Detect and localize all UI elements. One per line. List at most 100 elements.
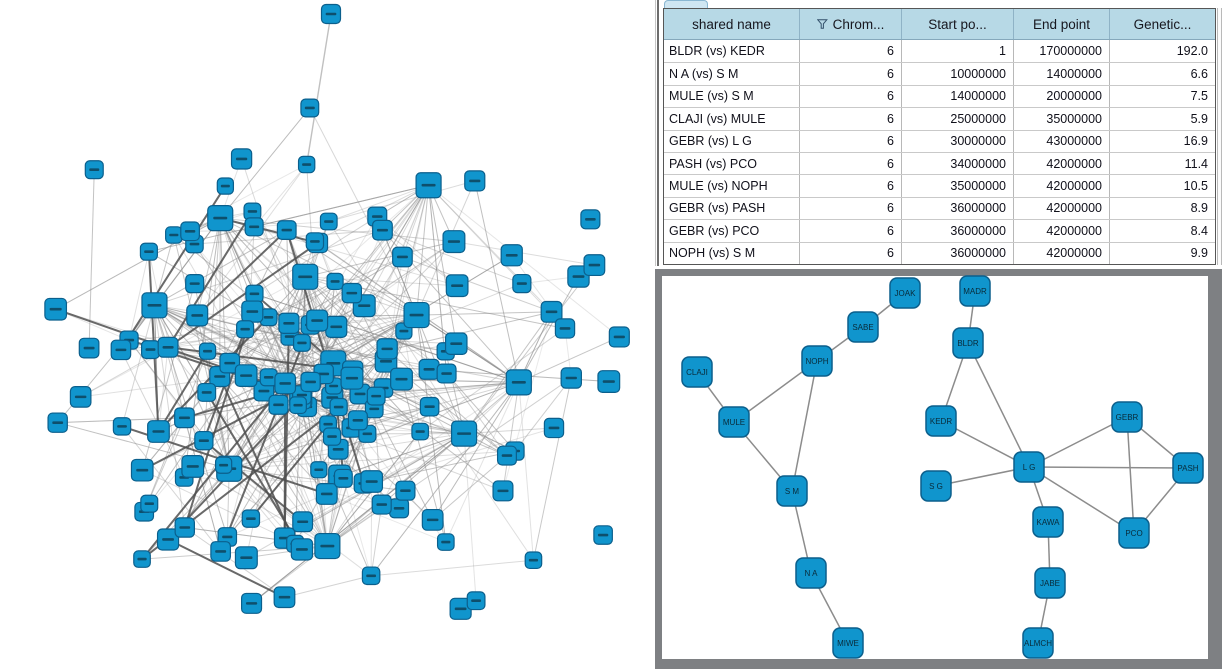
graph-node[interactable]: BLDR bbox=[952, 327, 984, 359]
graph-node[interactable] bbox=[390, 367, 413, 391]
graph-node[interactable] bbox=[300, 371, 321, 393]
graph-edge[interactable] bbox=[304, 276, 447, 374]
graph-node[interactable] bbox=[181, 455, 205, 478]
table-row[interactable]: GEBR (vs) PCO 6 36000000 42000000 8.4 bbox=[664, 219, 1215, 242]
table-row[interactable]: NOPH (vs) S M 6 36000000 42000000 9.9 bbox=[664, 241, 1215, 264]
graph-edge[interactable] bbox=[326, 493, 447, 543]
graph-edge[interactable] bbox=[302, 433, 465, 523]
graph-edge[interactable] bbox=[402, 256, 552, 313]
table-cell[interactable]: NOPH (vs) S M bbox=[664, 242, 800, 264]
graph-edge[interactable] bbox=[157, 350, 209, 433]
table-cell[interactable]: 42000000 bbox=[1014, 175, 1110, 197]
graph-edge[interactable] bbox=[382, 229, 523, 285]
graph-edge[interactable] bbox=[148, 251, 185, 418]
graph-node[interactable]: MULE bbox=[718, 406, 750, 438]
table-cell[interactable]: MULE (vs) NOPH bbox=[664, 175, 800, 197]
graph-edge[interactable] bbox=[128, 251, 150, 341]
table-cell[interactable]: 43000000 bbox=[1014, 130, 1110, 152]
graph-node[interactable]: GEBR bbox=[1111, 401, 1143, 433]
graph-edge[interactable] bbox=[326, 378, 353, 547]
graph-edge[interactable] bbox=[141, 468, 230, 560]
table-header-cell[interactable]: Chrom... bbox=[800, 9, 902, 39]
graph-edge[interactable] bbox=[791, 360, 818, 492]
table-cell[interactable]: 192.0 bbox=[1176, 44, 1208, 59]
graph-node[interactable] bbox=[219, 352, 241, 374]
graph-node[interactable] bbox=[165, 226, 183, 244]
graph-node[interactable]: ALMCH bbox=[1022, 627, 1054, 659]
graph-edge[interactable] bbox=[229, 450, 515, 470]
graph-node[interactable] bbox=[392, 246, 413, 268]
graph-node[interactable] bbox=[234, 364, 258, 388]
graph-edge[interactable] bbox=[416, 314, 447, 543]
graph-node[interactable] bbox=[436, 363, 457, 384]
graph-edge[interactable] bbox=[251, 211, 335, 387]
graph-node[interactable] bbox=[360, 470, 384, 493]
table-header-cell[interactable]: Start po... bbox=[902, 9, 1014, 39]
graph-node[interactable] bbox=[319, 212, 338, 231]
table-cell[interactable]: 10000000 bbox=[902, 63, 1014, 85]
graph-edge[interactable] bbox=[518, 336, 620, 383]
graph-edge[interactable] bbox=[445, 382, 520, 543]
table-header-cell[interactable]: Genetic... bbox=[1110, 9, 1215, 39]
graph-node[interactable] bbox=[84, 160, 104, 180]
graph-edge[interactable] bbox=[184, 527, 285, 598]
table-cell[interactable]: 8.9 bbox=[1190, 201, 1208, 216]
graph-edge[interactable] bbox=[121, 426, 222, 552]
graph-edge[interactable] bbox=[310, 184, 430, 383]
table-row[interactable]: N A (vs) S M 6 10000000 14000000 6.6 bbox=[664, 62, 1215, 85]
table-cell[interactable]: 170000000 bbox=[1014, 40, 1110, 63]
table-cell[interactable]: MULE (vs) S M bbox=[664, 85, 800, 108]
graph-edge[interactable] bbox=[241, 158, 303, 344]
graph-edge[interactable] bbox=[1028, 466, 1135, 534]
graph-node[interactable] bbox=[140, 494, 159, 513]
table-scrollbar-track[interactable] bbox=[1217, 8, 1222, 265]
graph-node[interactable] bbox=[268, 394, 289, 415]
graph-node[interactable]: SABE bbox=[847, 311, 879, 343]
graph-node[interactable]: NOPH bbox=[801, 345, 833, 377]
table-cell[interactable]: 35000000 bbox=[902, 175, 1014, 197]
table-cell[interactable]: 42000000 bbox=[1014, 197, 1110, 220]
graph-node[interactable] bbox=[292, 263, 319, 290]
graph-node[interactable] bbox=[139, 242, 158, 261]
graph-edge[interactable] bbox=[967, 342, 1030, 468]
graph-edge[interactable] bbox=[121, 305, 155, 427]
graph-edge[interactable] bbox=[157, 347, 169, 432]
graph-edge[interactable] bbox=[382, 229, 458, 287]
graph-node[interactable] bbox=[341, 282, 363, 304]
graph-node[interactable] bbox=[310, 461, 328, 479]
table-cell[interactable]: 36000000 bbox=[902, 242, 1014, 264]
graph-node[interactable] bbox=[292, 333, 311, 352]
graph-node[interactable] bbox=[411, 422, 430, 441]
graph-edge[interactable] bbox=[371, 381, 520, 482]
graph-edge[interactable] bbox=[352, 185, 430, 372]
table-cell[interactable]: 10.5 bbox=[1183, 179, 1208, 194]
graph-edge[interactable] bbox=[253, 164, 308, 228]
graph-edge[interactable] bbox=[416, 314, 520, 383]
graph-edge[interactable] bbox=[419, 328, 566, 432]
graph-edge[interactable] bbox=[463, 264, 595, 434]
graph-edge[interactable] bbox=[251, 433, 465, 604]
graph-node[interactable] bbox=[244, 217, 264, 237]
graph-node[interactable] bbox=[500, 244, 523, 267]
graph-node[interactable] bbox=[320, 3, 342, 25]
graph-node[interactable] bbox=[496, 445, 517, 466]
graph-edge[interactable] bbox=[120, 349, 185, 478]
graph-edge[interactable] bbox=[220, 217, 319, 244]
graph-node[interactable] bbox=[112, 417, 132, 436]
table-row[interactable]: GEBR (vs) PASH 6 36000000 42000000 8.9 bbox=[664, 196, 1215, 220]
graph-node[interactable]: N A bbox=[795, 557, 827, 589]
graph-node[interactable] bbox=[347, 410, 368, 431]
table-cell[interactable]: GEBR (vs) PCO bbox=[664, 220, 800, 242]
graph-node[interactable] bbox=[297, 155, 316, 174]
table-cell[interactable]: 6 bbox=[800, 85, 902, 108]
graph-node[interactable] bbox=[419, 396, 440, 417]
table-cell[interactable]: 6 bbox=[800, 242, 902, 264]
table-cell[interactable]: 6.6 bbox=[1190, 67, 1208, 82]
graph-edge[interactable] bbox=[168, 336, 290, 348]
table-cell[interactable]: GEBR (vs) PASH bbox=[664, 197, 800, 220]
graph-node[interactable] bbox=[214, 456, 233, 474]
graph-edge[interactable] bbox=[446, 373, 508, 456]
table-cell[interactable]: CLAJI (vs) MULE bbox=[664, 108, 800, 130]
graph-edge[interactable] bbox=[327, 381, 520, 547]
graph-edge[interactable] bbox=[432, 382, 520, 521]
